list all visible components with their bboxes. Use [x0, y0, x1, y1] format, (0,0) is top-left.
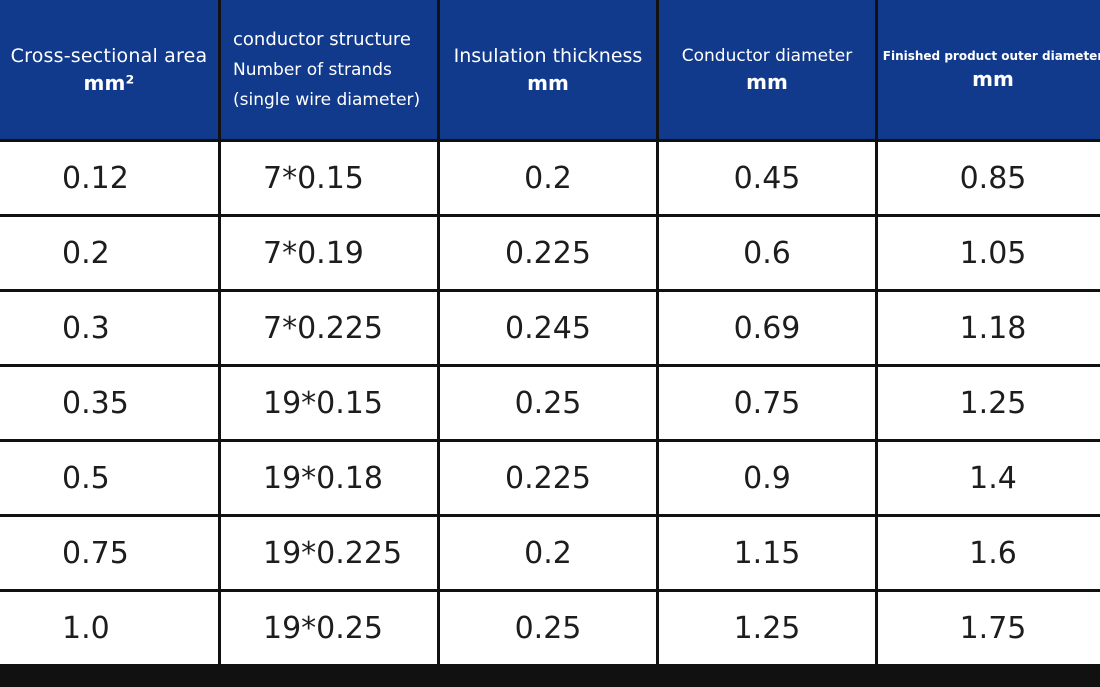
table-row: 1.0 19*0.25 0.25 1.25 1.75	[0, 592, 1100, 664]
cell-cross-sectional-area: 0.3	[0, 292, 218, 364]
header-insulation-thickness: Insulation thickness mm	[440, 0, 656, 139]
header-conductor-diameter: Conductor diameter mm	[659, 0, 875, 139]
cell-conductor-diameter: 0.9	[659, 442, 875, 514]
cell-conductor-diameter: 1.15	[659, 517, 875, 589]
table-row: 0.35 19*0.15 0.25 0.75 1.25	[0, 367, 1100, 439]
cell-conductor-structure: 19*0.18	[221, 442, 437, 514]
header-cross-sectional-area: Cross-sectional area mm²	[0, 0, 218, 139]
header-row: Cross-sectional area mm² conductor struc…	[0, 0, 1100, 139]
cell-outer-diameter: 1.6	[878, 517, 1100, 589]
cell-conductor-structure: 7*0.225	[221, 292, 437, 364]
cell-outer-diameter: 1.4	[878, 442, 1100, 514]
cell-cross-sectional-area: 0.35	[0, 367, 218, 439]
header-sublabel: (single wire diameter)	[233, 89, 421, 110]
header-label: Finished product outer diameter	[882, 48, 1100, 63]
header-unit: mm	[972, 66, 1014, 91]
cell-insulation-thickness: 0.245	[440, 292, 656, 364]
cell-cross-sectional-area: 0.75	[0, 517, 218, 589]
cell-conductor-structure: 19*0.225	[221, 517, 437, 589]
header-unit: mm	[746, 69, 788, 94]
table-row: 0.2 7*0.19 0.225 0.6 1.05	[0, 217, 1100, 289]
cell-insulation-thickness: 0.25	[440, 367, 656, 439]
cell-conductor-diameter: 1.25	[659, 592, 875, 664]
cell-conductor-diameter: 0.69	[659, 292, 875, 364]
cell-outer-diameter: 1.05	[878, 217, 1100, 289]
header-label: Cross-sectional area	[10, 44, 208, 67]
cell-conductor-diameter: 0.45	[659, 142, 875, 214]
table-body: 0.12 7*0.15 0.2 0.45 0.85 0.2 7*0.19 0.2…	[0, 142, 1100, 664]
cell-cross-sectional-area: 0.12	[0, 142, 218, 214]
header-conductor-structure: conductor structure Number of strands (s…	[221, 0, 437, 139]
header-label: conductor structure	[233, 28, 411, 50]
header-sublabel: Number of strands	[233, 59, 392, 80]
header-label: Insulation thickness	[453, 44, 643, 67]
cell-conductor-diameter: 0.75	[659, 367, 875, 439]
table-row: 0.3 7*0.225 0.245 0.69 1.18	[0, 292, 1100, 364]
cell-conductor-structure: 19*0.15	[221, 367, 437, 439]
table-header: Cross-sectional area mm² conductor struc…	[0, 0, 1100, 139]
cell-cross-sectional-area: 0.5	[0, 442, 218, 514]
cell-cross-sectional-area: 0.2	[0, 217, 218, 289]
table-row: 0.5 19*0.18 0.225 0.9 1.4	[0, 442, 1100, 514]
cell-insulation-thickness: 0.2	[440, 517, 656, 589]
cell-outer-diameter: 1.18	[878, 292, 1100, 364]
cable-specification-table: Cross-sectional area mm² conductor struc…	[0, 0, 1100, 664]
table-row: 0.75 19*0.225 0.2 1.15 1.6	[0, 517, 1100, 589]
cell-insulation-thickness: 0.225	[440, 217, 656, 289]
header-finished-outer-diameter: Finished product outer diameter mm	[878, 0, 1100, 139]
cell-conductor-structure: 7*0.19	[221, 217, 437, 289]
cell-outer-diameter: 1.25	[878, 367, 1100, 439]
cell-insulation-thickness: 0.2	[440, 142, 656, 214]
header-unit: mm²	[83, 70, 135, 95]
cell-cross-sectional-area: 1.0	[0, 592, 218, 664]
table-row: 0.12 7*0.15 0.2 0.45 0.85	[0, 142, 1100, 214]
cell-insulation-thickness: 0.25	[440, 592, 656, 664]
header-unit: mm	[527, 70, 569, 95]
header-label: Conductor diameter	[681, 45, 853, 66]
cell-insulation-thickness: 0.225	[440, 442, 656, 514]
cell-outer-diameter: 1.75	[878, 592, 1100, 664]
cell-conductor-structure: 7*0.15	[221, 142, 437, 214]
cell-conductor-structure: 19*0.25	[221, 592, 437, 664]
cell-outer-diameter: 0.85	[878, 142, 1100, 214]
cell-conductor-diameter: 0.6	[659, 217, 875, 289]
